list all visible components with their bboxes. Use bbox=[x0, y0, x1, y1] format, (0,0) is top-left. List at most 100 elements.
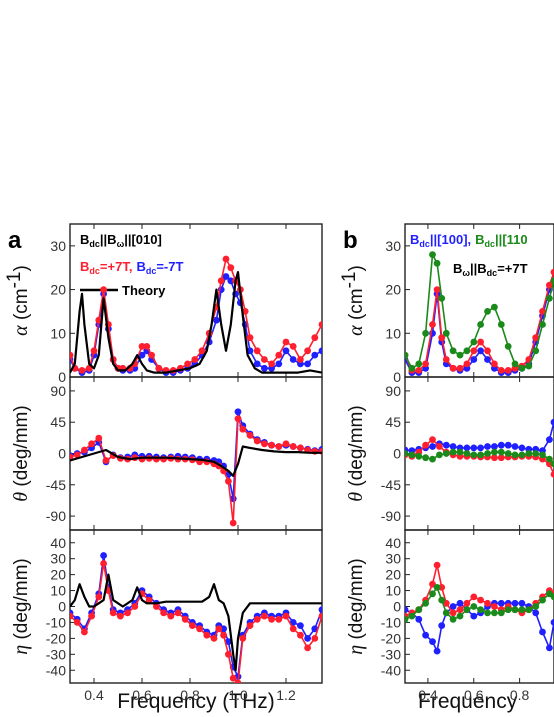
data-point bbox=[491, 360, 498, 368]
data-point bbox=[95, 434, 103, 442]
x-axis-label-b: Frequency bbox=[418, 690, 518, 713]
y-tick-label: -40 bbox=[46, 662, 66, 678]
x-tick-label: 0.4 bbox=[84, 687, 104, 703]
data-point bbox=[497, 321, 505, 328]
data-point bbox=[511, 360, 519, 368]
data-point bbox=[415, 615, 423, 623]
data-point bbox=[438, 596, 446, 604]
data-point bbox=[268, 441, 275, 449]
data-point bbox=[470, 347, 478, 355]
data-point bbox=[225, 638, 232, 645]
axes-frame bbox=[69, 529, 323, 684]
data-point bbox=[405, 615, 409, 623]
data-point bbox=[304, 644, 311, 652]
data-point bbox=[429, 436, 436, 443]
ann-b-l1-sub: dc bbox=[419, 239, 430, 249]
data-point bbox=[90, 347, 98, 355]
data-point bbox=[546, 455, 553, 463]
data-point bbox=[117, 612, 124, 620]
data-point bbox=[470, 603, 478, 610]
ann-a-plus-main: B bbox=[80, 259, 89, 274]
y-tick-label: 0 bbox=[58, 369, 66, 385]
legend-theory-label: Theory bbox=[122, 283, 166, 298]
y-tick-label: 10 bbox=[50, 325, 66, 341]
data-point bbox=[227, 264, 235, 272]
data-point bbox=[405, 351, 409, 359]
data-point bbox=[438, 334, 446, 342]
y-tick-label: -20 bbox=[381, 630, 401, 646]
data-point bbox=[433, 286, 441, 293]
panel-label-b: b bbox=[343, 227, 358, 254]
data-point bbox=[546, 436, 553, 443]
ann-a-line1-end: ||[010] bbox=[124, 232, 162, 247]
data-point bbox=[484, 356, 491, 363]
data-point bbox=[449, 347, 457, 355]
data-point bbox=[436, 443, 443, 450]
data-point bbox=[511, 599, 519, 607]
data-point bbox=[311, 351, 319, 359]
y-tick-label: -30 bbox=[46, 646, 66, 662]
panel-b-annotation: Bdc||[100], Bdc||[110 Bω||Bdc=+7T bbox=[410, 232, 528, 278]
data-point bbox=[234, 408, 242, 416]
data-point bbox=[504, 343, 512, 350]
data-point bbox=[145, 596, 153, 604]
data-point bbox=[456, 606, 464, 614]
y-tick-label: 30 bbox=[50, 238, 66, 254]
data-point bbox=[191, 356, 199, 363]
data-point bbox=[217, 277, 225, 285]
data-point bbox=[246, 432, 254, 439]
data-point bbox=[408, 364, 416, 372]
y-axis-label: α (cm-1) bbox=[4, 265, 32, 336]
data-point bbox=[449, 603, 457, 610]
data-point bbox=[442, 609, 450, 617]
ann-a-minus-val: =-7T bbox=[156, 259, 183, 274]
data-point bbox=[550, 460, 554, 468]
data-point bbox=[70, 351, 74, 359]
data-point bbox=[213, 316, 220, 324]
data-point bbox=[456, 364, 464, 372]
data-point bbox=[289, 443, 297, 450]
y-tick-label: 20 bbox=[385, 567, 401, 583]
data-point bbox=[449, 364, 457, 372]
ann-b-l3-mid: ||B bbox=[470, 261, 487, 276]
data-point bbox=[463, 599, 471, 607]
y-tick-label: -10 bbox=[46, 614, 66, 630]
data-point bbox=[539, 628, 546, 636]
y-tick-label: 40 bbox=[385, 535, 401, 551]
data-point bbox=[275, 360, 283, 368]
data-point bbox=[504, 441, 512, 449]
data-point bbox=[484, 347, 491, 355]
data-point bbox=[470, 444, 478, 452]
x-tick-label: 0.4 bbox=[418, 687, 438, 703]
ann-b-l2-val: ||[110 bbox=[495, 232, 528, 247]
data-point bbox=[491, 609, 498, 617]
data-point bbox=[422, 329, 429, 337]
data-point bbox=[463, 450, 471, 457]
series-line bbox=[405, 271, 554, 372]
ann-a-plus-sub: dc bbox=[89, 266, 100, 276]
data-point bbox=[297, 631, 304, 639]
data-point bbox=[234, 415, 242, 423]
data-point bbox=[518, 364, 526, 372]
data-point bbox=[470, 593, 478, 601]
data-point bbox=[78, 367, 86, 374]
x-axis-label-a: Frequency (THz) bbox=[117, 690, 275, 713]
data-point bbox=[422, 454, 429, 462]
y-tick-label: 30 bbox=[385, 551, 401, 567]
data-point bbox=[470, 356, 478, 363]
data-point bbox=[532, 603, 540, 610]
data-point bbox=[470, 612, 478, 620]
data-point bbox=[220, 631, 228, 639]
x-tick-label: 1.2 bbox=[276, 687, 296, 703]
x-tick-label: 0.8 bbox=[180, 687, 200, 703]
y-tick-label: 40 bbox=[50, 535, 66, 551]
data-point bbox=[484, 308, 491, 315]
y-tick-label: 30 bbox=[385, 238, 401, 254]
data-point bbox=[477, 347, 484, 355]
data-point bbox=[518, 444, 526, 452]
data-point bbox=[525, 450, 533, 457]
y-tick-label: 10 bbox=[50, 583, 66, 599]
x-tick-label: 1.0 bbox=[228, 687, 248, 703]
data-point bbox=[470, 338, 478, 346]
